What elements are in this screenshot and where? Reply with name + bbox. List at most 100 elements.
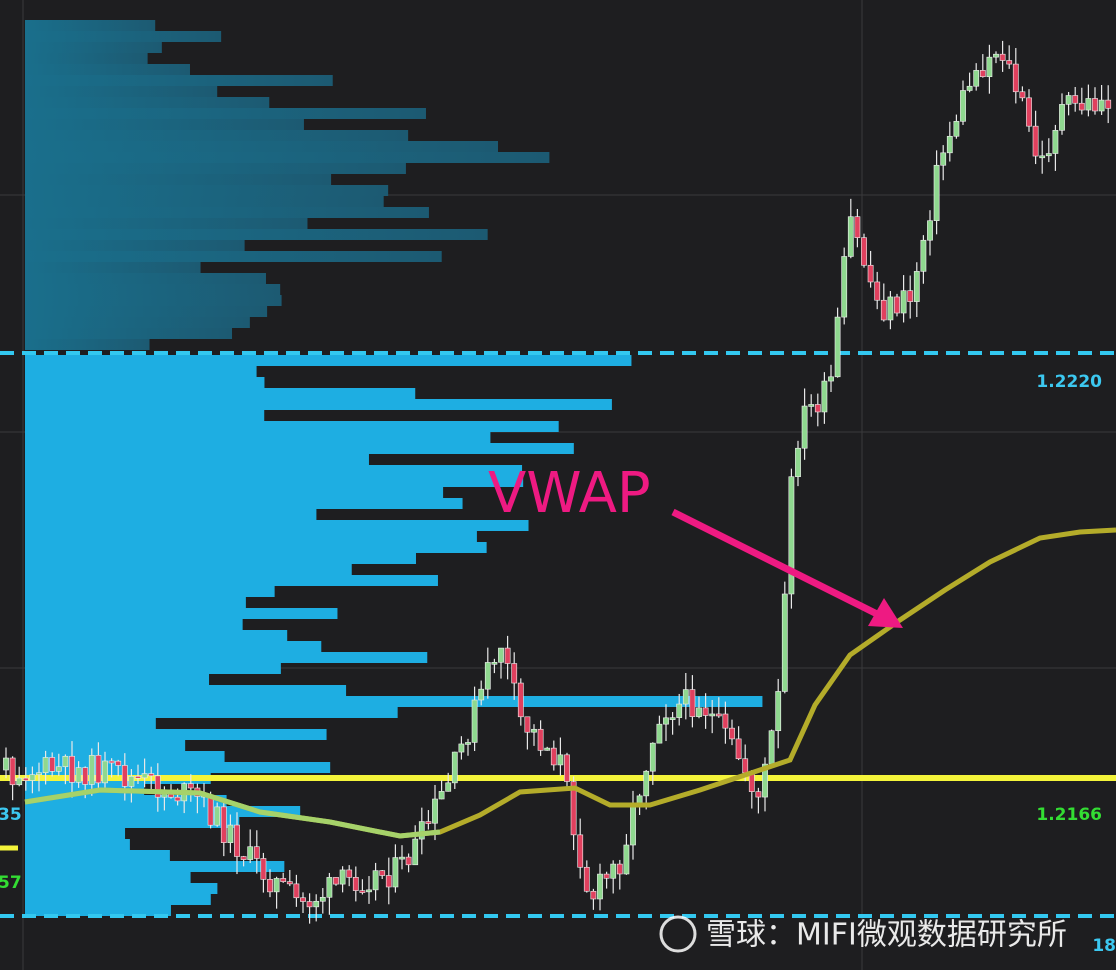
candle-body — [346, 869, 353, 878]
candle-body — [253, 846, 260, 859]
candle-body — [366, 889, 372, 893]
candle-body — [834, 316, 841, 378]
candle-body — [1092, 98, 1098, 112]
candle-body — [894, 296, 900, 314]
candle-body — [1006, 60, 1013, 65]
candle-body — [828, 376, 834, 382]
candle-body — [775, 691, 782, 732]
candle-body — [656, 723, 663, 744]
candle-body — [1052, 130, 1059, 154]
profile-bar — [25, 839, 130, 850]
candle-body — [603, 873, 610, 879]
candle-body — [676, 703, 683, 718]
candle-body — [154, 775, 161, 798]
candle-body — [319, 896, 326, 902]
candle-body — [141, 773, 148, 779]
candle-body — [273, 878, 280, 893]
profile-bar — [25, 454, 369, 465]
profile-bar — [25, 141, 499, 152]
profile-bar — [25, 42, 162, 53]
candle-body — [174, 796, 181, 802]
candle-body — [768, 730, 775, 765]
candle-body — [729, 727, 735, 740]
candle-body — [537, 728, 544, 751]
candle-body — [781, 593, 788, 692]
candle-body — [960, 90, 966, 122]
profile-bar — [25, 75, 333, 86]
profile-bar — [25, 476, 524, 487]
candle-body — [630, 804, 636, 846]
candle-body — [953, 121, 960, 137]
candle-body — [333, 877, 339, 885]
candle-body — [22, 777, 29, 781]
candle-body — [1085, 98, 1092, 111]
candle-body — [861, 237, 867, 266]
profile-bar — [25, 465, 523, 476]
candle-body — [610, 863, 617, 879]
candle-body — [616, 863, 623, 875]
profile-bar — [25, 883, 218, 894]
profile-bar — [25, 119, 304, 130]
candle-body — [841, 256, 848, 318]
candle-body — [999, 53, 1006, 61]
candle-body — [399, 856, 405, 860]
candle-body — [590, 890, 597, 900]
candle-body — [280, 878, 287, 882]
profile-bar — [25, 421, 559, 432]
candle-body — [663, 717, 669, 725]
candle-body — [95, 755, 102, 784]
candle-body — [108, 760, 115, 764]
candle-body — [352, 877, 359, 891]
candle-body — [88, 755, 95, 785]
candle-body — [1078, 102, 1085, 111]
profile-bar — [25, 388, 416, 399]
profile-bar — [25, 410, 265, 421]
candle-body — [755, 791, 762, 798]
profile-bar — [25, 339, 150, 350]
profile-bar — [25, 432, 491, 443]
profile-bar — [25, 97, 270, 108]
candle-body — [821, 380, 828, 413]
profile-bar — [25, 718, 156, 729]
profile-bar — [25, 86, 218, 97]
candle-body — [372, 870, 379, 891]
candle-body — [214, 806, 221, 826]
candle-body — [544, 747, 551, 751]
candle-body — [1045, 153, 1052, 157]
candle-body — [1012, 63, 1019, 93]
candle-body — [927, 220, 933, 241]
candle-body — [227, 824, 234, 843]
profile-bar — [25, 707, 398, 718]
profile-bar — [25, 377, 265, 388]
profile-bar — [25, 872, 191, 883]
candle-body — [484, 662, 491, 690]
candle-body — [478, 688, 485, 701]
candle-body — [511, 663, 518, 684]
profile-bar — [25, 229, 488, 240]
candle-body — [1105, 99, 1112, 109]
candle-body — [326, 877, 333, 898]
price-label: 1.2220 — [1036, 372, 1102, 392]
annotation-arrowhead — [868, 598, 903, 628]
candle-body — [1019, 91, 1026, 99]
profile-bar — [25, 108, 426, 119]
profile-bar — [25, 795, 227, 806]
candle-body — [1026, 97, 1032, 127]
candle-body — [491, 662, 498, 665]
candle-body — [220, 806, 227, 843]
candle-body — [286, 881, 293, 885]
candle-body — [1059, 104, 1065, 131]
candle-body — [762, 763, 768, 798]
candle-body — [115, 760, 122, 766]
profile-bar — [25, 185, 389, 196]
candle-body — [121, 765, 128, 787]
profile-bar — [25, 630, 288, 641]
profile-bar — [25, 520, 529, 531]
candle-body — [577, 834, 584, 868]
candle-body — [682, 689, 689, 705]
candle-body — [874, 281, 881, 301]
candle-body — [339, 869, 346, 885]
candle-body — [702, 707, 709, 716]
profile-bar — [25, 729, 327, 740]
candle-body — [1065, 95, 1072, 105]
